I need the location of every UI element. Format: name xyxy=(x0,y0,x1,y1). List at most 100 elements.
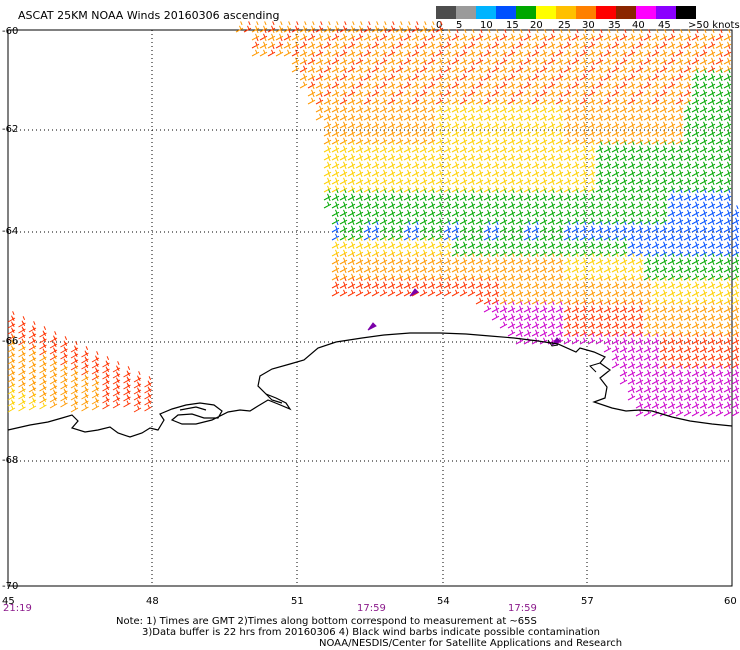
wind-barb xyxy=(339,157,348,169)
wind-barb xyxy=(715,125,724,137)
wind-barb xyxy=(595,189,604,201)
wind-barb xyxy=(403,69,412,81)
wind-barb xyxy=(675,37,684,49)
wind-barb xyxy=(315,21,324,33)
wind-barb xyxy=(403,165,412,177)
wind-barb xyxy=(451,85,460,97)
wind-barb xyxy=(603,269,612,281)
wind-barb xyxy=(395,45,404,57)
wind-barb xyxy=(531,125,540,137)
wind-barb xyxy=(475,77,484,89)
wind-barb xyxy=(659,277,668,289)
wind-barb xyxy=(651,93,660,105)
wind-barb xyxy=(491,125,500,137)
wind-barb xyxy=(531,205,540,217)
wind-barb xyxy=(667,53,676,65)
wind-barb xyxy=(595,117,604,129)
wind-barb xyxy=(363,93,372,105)
wind-barb xyxy=(467,45,476,57)
wind-barb xyxy=(699,293,708,305)
wind-barb xyxy=(531,93,540,105)
wind-barb xyxy=(611,317,620,329)
wind-barb xyxy=(619,373,628,385)
wind-barb xyxy=(427,165,436,177)
wind-barb xyxy=(475,93,484,105)
wind-barb xyxy=(307,69,316,81)
wind-barb xyxy=(707,45,716,57)
wind-barb xyxy=(379,213,388,225)
wind-barb xyxy=(555,29,564,41)
wind-barb xyxy=(579,237,588,249)
wind-barb xyxy=(691,133,700,145)
wind-barb xyxy=(523,61,532,73)
wind-barb xyxy=(707,93,716,105)
wind-barb xyxy=(611,349,620,361)
wind-barb xyxy=(571,325,580,337)
wind-barb xyxy=(379,221,388,233)
wind-barb xyxy=(355,45,364,57)
legend-label: >50 knots xyxy=(688,20,740,31)
wind-barb xyxy=(643,77,652,89)
wind-barb xyxy=(571,181,580,193)
wind-barb xyxy=(715,365,724,377)
wind-barb xyxy=(707,381,716,393)
wind-barb xyxy=(731,325,740,337)
wind-barb xyxy=(483,261,492,273)
wind-barb xyxy=(659,333,668,345)
wind-barb xyxy=(691,181,700,193)
wind-barb xyxy=(403,285,412,297)
wind-barb xyxy=(483,29,492,41)
wind-barb xyxy=(459,269,468,281)
wind-barb xyxy=(715,285,724,297)
wind-barb xyxy=(579,325,588,337)
wind-barb xyxy=(419,141,428,153)
legend-swatch xyxy=(496,6,516,19)
wind-barb xyxy=(659,181,668,193)
wind-barb xyxy=(499,173,508,185)
wind-barb xyxy=(643,373,652,385)
wind-barb xyxy=(467,269,476,281)
wind-barb xyxy=(683,397,692,409)
wind-barb xyxy=(699,277,708,289)
wind-barb xyxy=(331,229,340,241)
wind-barb xyxy=(619,285,628,297)
wind-barb xyxy=(563,173,572,185)
legend-label: 30 xyxy=(582,20,595,31)
wind-barb xyxy=(451,101,460,113)
wind-barb xyxy=(611,157,620,169)
wind-barb xyxy=(363,117,372,129)
wind-barb xyxy=(339,221,348,233)
wind-barb xyxy=(539,301,548,313)
wind-barb xyxy=(403,37,412,49)
wind-barb xyxy=(595,293,604,305)
wind-barb xyxy=(435,205,444,217)
wind-barb xyxy=(723,405,732,417)
wind-barb xyxy=(675,365,684,377)
wind-barb xyxy=(723,381,732,393)
wind-barb xyxy=(555,213,564,225)
wind-barb xyxy=(683,213,692,225)
wind-barb xyxy=(347,189,356,201)
wind-barb xyxy=(363,245,372,257)
wind-barb xyxy=(675,277,684,289)
wind-barb xyxy=(715,405,724,417)
wind-barb xyxy=(595,197,604,209)
wind-barb xyxy=(251,45,260,57)
wind-barb xyxy=(475,229,484,241)
wind-barb xyxy=(699,109,708,121)
wind-barb xyxy=(523,125,532,137)
wind-barb xyxy=(419,109,428,121)
wind-barb xyxy=(683,365,692,377)
wind-barb xyxy=(28,399,37,411)
wind-barb xyxy=(715,381,724,393)
wind-barb xyxy=(427,61,436,73)
wind-barb xyxy=(699,53,708,65)
wind-barb xyxy=(707,197,716,209)
wind-barb xyxy=(459,93,468,105)
wind-barb xyxy=(587,69,596,81)
wind-barb xyxy=(379,285,388,297)
wind-barb xyxy=(691,205,700,217)
wind-barb xyxy=(555,181,564,193)
wind-barb xyxy=(531,61,540,73)
